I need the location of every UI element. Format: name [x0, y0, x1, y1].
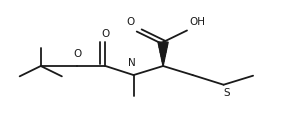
Text: S: S	[223, 88, 230, 98]
Polygon shape	[158, 42, 168, 66]
Text: N: N	[128, 58, 136, 68]
Text: OH: OH	[190, 17, 206, 27]
Text: O: O	[101, 29, 110, 39]
Text: O: O	[127, 17, 135, 27]
Text: O: O	[73, 49, 82, 59]
